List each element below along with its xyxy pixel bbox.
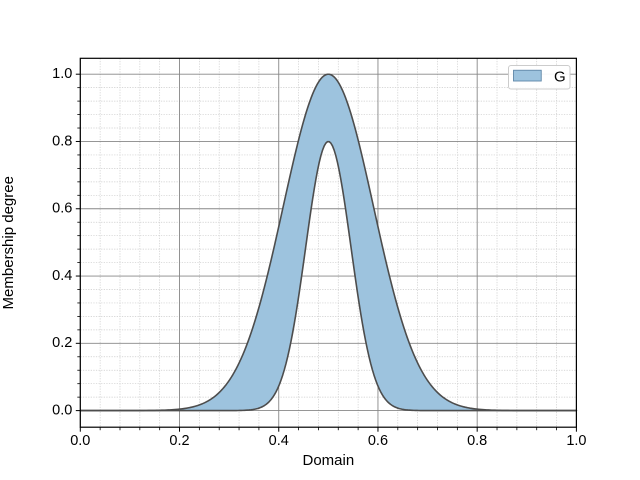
svg-text:0.4: 0.4 xyxy=(269,433,289,449)
svg-text:0.2: 0.2 xyxy=(169,433,189,449)
svg-text:G: G xyxy=(554,68,566,85)
svg-text:0.6: 0.6 xyxy=(52,201,72,217)
svg-text:Domain: Domain xyxy=(303,452,355,469)
svg-text:0.4: 0.4 xyxy=(52,268,72,284)
svg-text:Membership degree: Membership degree xyxy=(0,176,17,309)
svg-text:0.8: 0.8 xyxy=(467,433,487,449)
svg-text:0.0: 0.0 xyxy=(70,433,90,449)
svg-text:1.0: 1.0 xyxy=(566,433,586,449)
svg-text:1.0: 1.0 xyxy=(52,66,72,82)
svg-text:0.0: 0.0 xyxy=(52,402,72,418)
svg-text:0.2: 0.2 xyxy=(52,335,72,351)
svg-text:0.6: 0.6 xyxy=(368,433,388,449)
svg-text:0.8: 0.8 xyxy=(52,133,72,149)
